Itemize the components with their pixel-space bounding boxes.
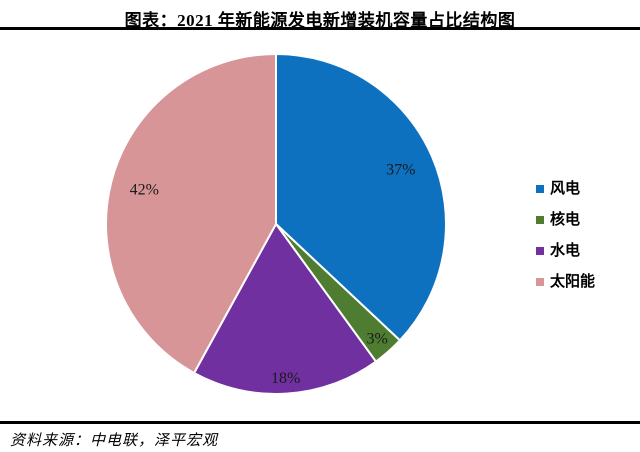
legend-label: 风电 [550,181,581,197]
footer-divider-line [0,421,640,424]
pie-slice-label: 42% [130,182,159,199]
legend-swatch [536,216,544,224]
chart-legend: 风电 核电 水电 太阳能 [536,182,595,306]
chart-title: 图表：2021 年新能源发电新增装机容量占比结构图 [124,11,516,30]
source-note: 资料来源：中电联，泽平宏观 [10,433,219,449]
legend-swatch [536,247,544,255]
legend-item: 风电 [536,181,595,197]
legend-item: 水电 [536,243,595,259]
pie-slice-1 [275,52,447,342]
pie-slice-4 [105,52,277,375]
legend-item: 太阳能 [536,274,596,290]
legend-label: 太阳能 [550,274,596,290]
legend-swatch [536,185,544,193]
legend-swatch [536,278,544,286]
legend-item: 核电 [536,212,595,228]
legend-label: 水电 [550,243,581,259]
legend-label: 核电 [550,212,581,228]
pie-slice-label: 18% [271,370,300,387]
pie-slice-label: 3% [367,330,388,347]
title-divider-line [0,27,640,30]
pie-slice-3 [192,222,378,395]
pie-slice-label: 37% [386,162,415,179]
